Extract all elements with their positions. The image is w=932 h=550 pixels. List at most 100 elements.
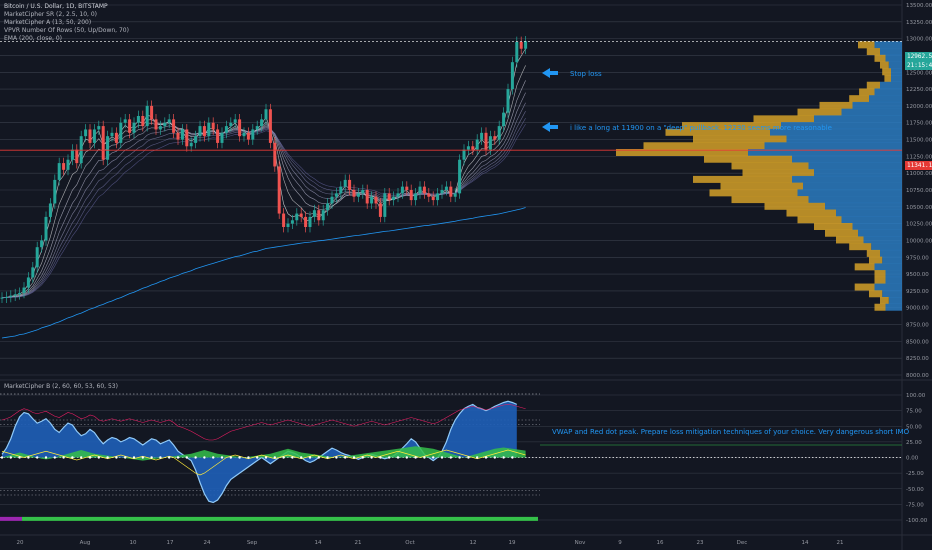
vpvr-bar-down (797, 189, 902, 197)
zero-line-dot (282, 456, 285, 459)
candle-body (374, 196, 378, 204)
price-tick-label: 12500.00 (906, 70, 932, 76)
candle-body (198, 126, 202, 137)
price-tick-label: 9750.00 (906, 255, 929, 261)
annotation-stop-loss[interactable]: Stop loss (570, 70, 602, 78)
price-tick-label: 11250.00 (906, 154, 932, 160)
vpvr-bar-down (770, 128, 902, 136)
candle-body (339, 186, 343, 194)
vpvr-bar-down (880, 81, 902, 89)
date-tick-label: 24 (204, 540, 211, 546)
candle-body (361, 190, 365, 194)
vpvr-bar-up (665, 128, 770, 136)
candle-body (273, 142, 277, 167)
vpvr-bar-up (854, 263, 875, 271)
price-tick-label: 8500.00 (906, 339, 929, 345)
date-tick-label: 14 (315, 540, 322, 546)
price-tick-label: 13000.00 (906, 37, 932, 43)
vpvr-bar-down (882, 256, 902, 264)
vpvr-bar-up (720, 182, 803, 190)
candle-body (427, 193, 431, 197)
vpvr-bar-down (841, 108, 902, 116)
zero-line-dot (44, 456, 48, 459)
candle-body (22, 287, 26, 293)
price-tick-label: 10000.00 (906, 238, 932, 244)
oscillator-title[interactable]: MarketCipher B (2, 60, 60, 53, 60, 53) (4, 383, 118, 390)
vpvr-bar-up (869, 290, 883, 298)
zero-line-dot (62, 456, 65, 459)
osc-tick-label: 50.00 (906, 424, 922, 430)
osc-tick-label: 75.00 (906, 409, 922, 415)
osc-tick-label: -75.00 (906, 502, 924, 508)
zero-line-dot (150, 456, 153, 459)
zero-line-dot (388, 456, 391, 459)
candle-body (123, 119, 127, 123)
vpvr-bar-up (825, 229, 858, 237)
symbol-title[interactable]: Bitcoin / U.S. Dollar, 1D, BITSTAMP (4, 3, 108, 10)
last-price-tag: 12962.55 (905, 52, 932, 61)
zero-line-dot (80, 456, 83, 459)
candle-body (444, 186, 448, 190)
candle-body (383, 193, 387, 217)
countdown-tag: 21:15:46 (905, 61, 932, 70)
candle-body (343, 179, 347, 187)
candle-body (220, 132, 224, 143)
ema200-line (1, 207, 526, 339)
annotation-long-note[interactable]: i like a long at 11900 on a "deep" pullb… (570, 124, 832, 132)
indicator-label-vpvr[interactable]: VPVR Number Of Rows (50, Up/Down, 70) (4, 27, 129, 34)
vpvr-bar-down (808, 162, 902, 170)
vpvr-bar-down (825, 202, 902, 210)
zero-line-dot (326, 456, 329, 459)
zero-line-dot (247, 456, 250, 459)
zero-line-dot (0, 456, 4, 459)
zero-line-dot (220, 456, 224, 459)
candle-body (519, 42, 523, 49)
candle-body (286, 223, 290, 227)
zero-line-dot (256, 456, 259, 459)
indicator-label-a[interactable]: MarketCipher A (13, 50, 200) (4, 19, 92, 26)
zero-line-dot (124, 456, 127, 459)
date-tick-label: 12 (470, 540, 477, 546)
candle-body (233, 119, 237, 123)
vpvr-bar-up (880, 297, 889, 304)
zero-line-dot (229, 456, 232, 459)
zero-line-dot (335, 456, 338, 459)
zero-line-dot (432, 456, 435, 459)
vpvr-bar-down (891, 68, 902, 76)
candle-body (436, 193, 440, 201)
zero-line-dot (405, 456, 408, 459)
zero-line-dot (212, 456, 215, 459)
candle-body (114, 132, 118, 143)
indicator-label-ema[interactable]: EMA (200, close, 0) (4, 35, 63, 42)
zero-line-dot (511, 456, 514, 459)
date-tick-label: 9 (618, 540, 622, 546)
candle-body (387, 193, 391, 201)
candle-body (466, 146, 470, 150)
vpvr-bar-up (884, 75, 891, 82)
zero-line-dot (36, 456, 39, 459)
candle-body (321, 210, 325, 221)
vpvr-bar-up (866, 48, 880, 56)
candle-body (370, 196, 374, 204)
annotation-vwap-note[interactable]: VWAP and Red dot peak. Prepare loss miti… (552, 428, 910, 436)
zero-line-dot (88, 456, 92, 459)
osc-tick-label: 25.00 (906, 440, 922, 446)
zero-line-dot (168, 456, 171, 459)
candle-body (277, 166, 281, 214)
candle-body (238, 119, 242, 137)
candle-body (242, 132, 246, 137)
candle-body (44, 216, 48, 241)
candle-body (106, 136, 110, 160)
indicator-label-sr[interactable]: MarketCipher SR (2, 2.5, 10, 0) (4, 11, 97, 18)
zero-line-dot (203, 456, 206, 459)
candle-body (515, 42, 519, 63)
price-tick-label: 9000.00 (906, 306, 929, 312)
trend-bar-start (0, 516, 22, 521)
vpvr-bar-down (885, 303, 902, 311)
vpvr-bar-down (874, 263, 902, 271)
date-tick-label: 21 (837, 540, 844, 546)
zero-line-dot (370, 456, 373, 459)
vpvr-bar-down (786, 135, 902, 143)
